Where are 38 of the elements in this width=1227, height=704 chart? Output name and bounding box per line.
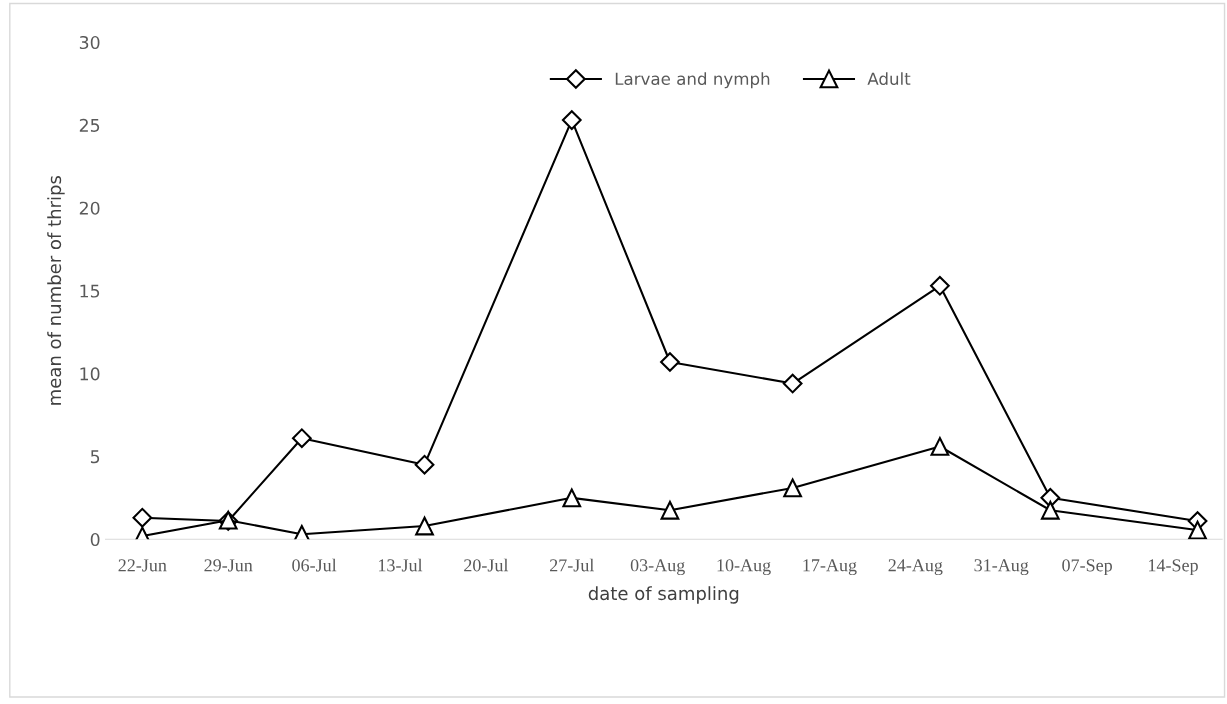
x-tick-label: 17-Aug — [803, 559, 857, 576]
x-tick-label: 07-Sep — [1062, 559, 1112, 576]
x-axis-title: date of sampling — [588, 586, 739, 604]
point — [561, 110, 582, 130]
point — [414, 454, 435, 475]
y-tick-label: 20 — [79, 201, 100, 215]
x-tick-label: 27-Jul — [550, 558, 594, 572]
point — [132, 507, 153, 528]
point — [415, 516, 434, 536]
x-tick-label: 10-Aug — [717, 559, 771, 576]
y-axis-title: mean of number of thrips — [47, 176, 65, 405]
x-tick-label: 22-Jun — [118, 559, 167, 572]
point — [660, 500, 680, 520]
x-tick-label: 20-Jul — [464, 558, 509, 572]
y-tick-label: 5 — [90, 450, 100, 464]
point — [930, 275, 950, 296]
x-tick-label: 13-Jul — [379, 558, 423, 572]
point — [930, 437, 950, 456]
x-tick-label: 24-Aug — [888, 559, 943, 576]
legend-label: Adult — [867, 72, 911, 86]
y-tick-label: 0 — [90, 532, 100, 547]
point — [783, 478, 803, 498]
point — [291, 428, 312, 449]
x-tick-label: 14-Sep — [1149, 559, 1198, 576]
point — [1040, 500, 1060, 520]
y-tick-label: 25 — [79, 118, 100, 132]
x-tick-label: 03-Aug — [630, 559, 685, 576]
x-tick-label: 29-Jun — [204, 559, 253, 572]
point — [782, 373, 803, 394]
point — [562, 488, 582, 508]
point — [1188, 520, 1207, 540]
point — [660, 352, 680, 372]
y-tick-label: 15 — [80, 284, 100, 298]
y-tick-label: 30 — [79, 35, 100, 50]
legend-label: Larvae and nymph — [615, 72, 770, 89]
x-tick-label: 31-Aug — [974, 559, 1029, 576]
y-tick-label: 10 — [80, 367, 100, 381]
x-tick-label: 06-Jul — [292, 558, 337, 572]
